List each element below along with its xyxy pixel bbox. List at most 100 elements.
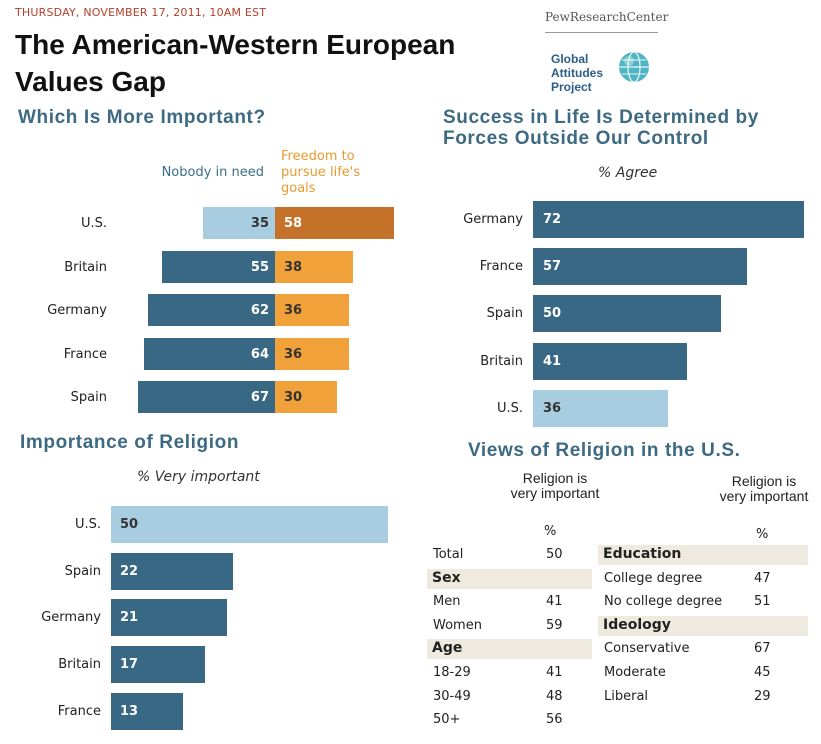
value-label-need-u-s: 35 bbox=[250, 216, 269, 231]
value-label-need-spain: 67 bbox=[250, 390, 269, 405]
group-band-age: Age bbox=[427, 639, 592, 660]
chart1-title: Which Is More Important? bbox=[18, 107, 266, 128]
group-label-ideology: Ideology bbox=[603, 616, 671, 633]
row-value-women: 59 bbox=[546, 617, 563, 633]
bar-need-britain bbox=[162, 250, 275, 283]
diverging-bar-chart: U.S. 35 58 Britain 55 38 Germany 62 36 France 64 36… bbox=[0, 0, 420, 420]
row-label-50: 50+ bbox=[433, 712, 461, 728]
category-label-germany: Germany bbox=[41, 610, 101, 626]
value-label-britain: 17 bbox=[120, 657, 139, 673]
group-band-education: Education bbox=[598, 545, 808, 565]
table-right-header: Religion is very important bbox=[719, 473, 809, 504]
value-label-freedom-u-s: 58 bbox=[284, 216, 303, 231]
value-label-spain: 22 bbox=[120, 563, 139, 579]
row-label-college-degree: College degree bbox=[604, 570, 703, 586]
row-value-50: 56 bbox=[546, 712, 563, 728]
row-label-liberal: Liberal bbox=[604, 688, 649, 704]
group-band-ideology: Ideology bbox=[598, 615, 808, 636]
row-value-total: 50 bbox=[546, 547, 563, 562]
value-label-france: 57 bbox=[543, 259, 562, 275]
value-label-freedom-britain: 38 bbox=[284, 259, 303, 275]
category-label-spain: Spain bbox=[64, 563, 101, 579]
bar-britain bbox=[533, 342, 688, 380]
value-label-need-france: 64 bbox=[250, 346, 269, 362]
value-label-u-s: 36 bbox=[543, 400, 562, 416]
page-title: The American-Western European Values Gap bbox=[15, 29, 456, 97]
religion-bar-chart: U.S. 50 Spain 22 Germany 21 Britain 17 France 13 bbox=[0, 500, 420, 744]
category-label-britain: Britain bbox=[480, 353, 523, 369]
table-left: Total 50 Sex Men 41 Women 59 Age 18-29 41 30-49 48 5… bbox=[427, 543, 592, 738]
bar-france bbox=[533, 248, 748, 286]
bar-freedom-france bbox=[275, 337, 349, 370]
chart2-title: Success in Life Is Determined by Forces … bbox=[443, 107, 759, 149]
value-label-freedom-spain: 30 bbox=[284, 390, 303, 405]
bar-need-spain bbox=[137, 381, 275, 413]
category-label-u-s: U.S. bbox=[74, 517, 101, 532]
bar-germany bbox=[533, 201, 804, 238]
row-value-18-29: 41 bbox=[546, 665, 563, 680]
row-label-30-49: 30-49 bbox=[433, 688, 471, 704]
bar-britain bbox=[111, 646, 206, 684]
table-left-unit: % bbox=[544, 524, 557, 539]
value-label-spain: 50 bbox=[543, 306, 562, 322]
value-label-germany: 21 bbox=[120, 610, 139, 626]
value-label-freedom-germany: 36 bbox=[284, 303, 303, 318]
row-value-liberal: 29 bbox=[754, 688, 771, 704]
bar-need-france bbox=[143, 337, 275, 370]
row-value-college-degree: 47 bbox=[754, 570, 771, 586]
bar-freedom-spain bbox=[275, 381, 337, 413]
table-right-unit: % bbox=[756, 527, 769, 542]
category-label-u-s: U.S. bbox=[80, 216, 107, 231]
legend-need: Nobody in need bbox=[161, 165, 264, 180]
value-label-britain: 41 bbox=[543, 353, 562, 369]
row-label-total: Total bbox=[433, 547, 464, 562]
category-label-spain: Spain bbox=[70, 390, 107, 405]
value-label-need-germany: 62 bbox=[250, 303, 269, 318]
category-label-u-s: U.S. bbox=[496, 400, 523, 416]
category-label-britain: Britain bbox=[58, 657, 101, 673]
value-label-france: 13 bbox=[120, 703, 139, 719]
group-band-sex: Sex bbox=[427, 568, 592, 589]
dateline: THURSDAY, NOVEMBER 17, 2011, 10AM EST bbox=[15, 6, 267, 19]
row-label-women: Women bbox=[433, 617, 482, 633]
row-label-18-29: 18-29 bbox=[433, 665, 471, 680]
row-label-moderate: Moderate bbox=[604, 665, 666, 680]
brand-logo: PewResearchCenter bbox=[545, 10, 669, 24]
value-label-need-britain: 55 bbox=[250, 259, 269, 275]
row-label-no-college-degree: No college degree bbox=[604, 594, 723, 610]
bar-u-s bbox=[111, 506, 388, 543]
bar-freedom-u-s bbox=[275, 207, 394, 239]
chart3-title: Importance of Religion bbox=[20, 432, 240, 453]
value-label-u-s: 50 bbox=[120, 517, 139, 532]
bar-need-u-s bbox=[203, 207, 275, 239]
group-label-sex: Sex bbox=[432, 569, 461, 586]
category-label-spain: Spain bbox=[486, 306, 523, 322]
globe-icon bbox=[619, 51, 649, 83]
table-right: Education College degree 47 No college degr… bbox=[598, 543, 808, 713]
bar-freedom-britain bbox=[275, 250, 353, 283]
row-value-no-college-degree: 51 bbox=[754, 594, 771, 610]
bar-spain bbox=[533, 295, 721, 333]
row-value-30-49: 48 bbox=[546, 688, 563, 704]
row-value-conservative: 67 bbox=[754, 641, 771, 657]
bar-spain bbox=[111, 552, 233, 590]
category-label-france: France bbox=[63, 346, 107, 362]
row-label-conservative: Conservative bbox=[604, 641, 690, 657]
chart3-subtitle: % Very important bbox=[137, 469, 260, 485]
bar-u-s bbox=[533, 389, 669, 427]
table-title: Views of Religion in the U.S. bbox=[468, 440, 741, 461]
bar-need-germany bbox=[147, 294, 275, 326]
table-left-header: Religion is very important bbox=[510, 470, 600, 501]
category-label-france: France bbox=[57, 703, 101, 719]
value-label-germany: 72 bbox=[543, 212, 562, 227]
value-label-freedom-france: 36 bbox=[284, 346, 303, 362]
project-name: Global Attitudes Project bbox=[551, 52, 603, 94]
category-label-germany: Germany bbox=[463, 212, 523, 227]
brand-divider bbox=[545, 32, 658, 33]
bar-france bbox=[111, 692, 184, 730]
row-label-men: Men bbox=[433, 594, 461, 610]
category-label-france: France bbox=[479, 259, 523, 275]
group-label-education: Education bbox=[603, 546, 682, 562]
chart2-subtitle: % Agree bbox=[598, 165, 658, 181]
group-label-age: Age bbox=[432, 640, 463, 657]
